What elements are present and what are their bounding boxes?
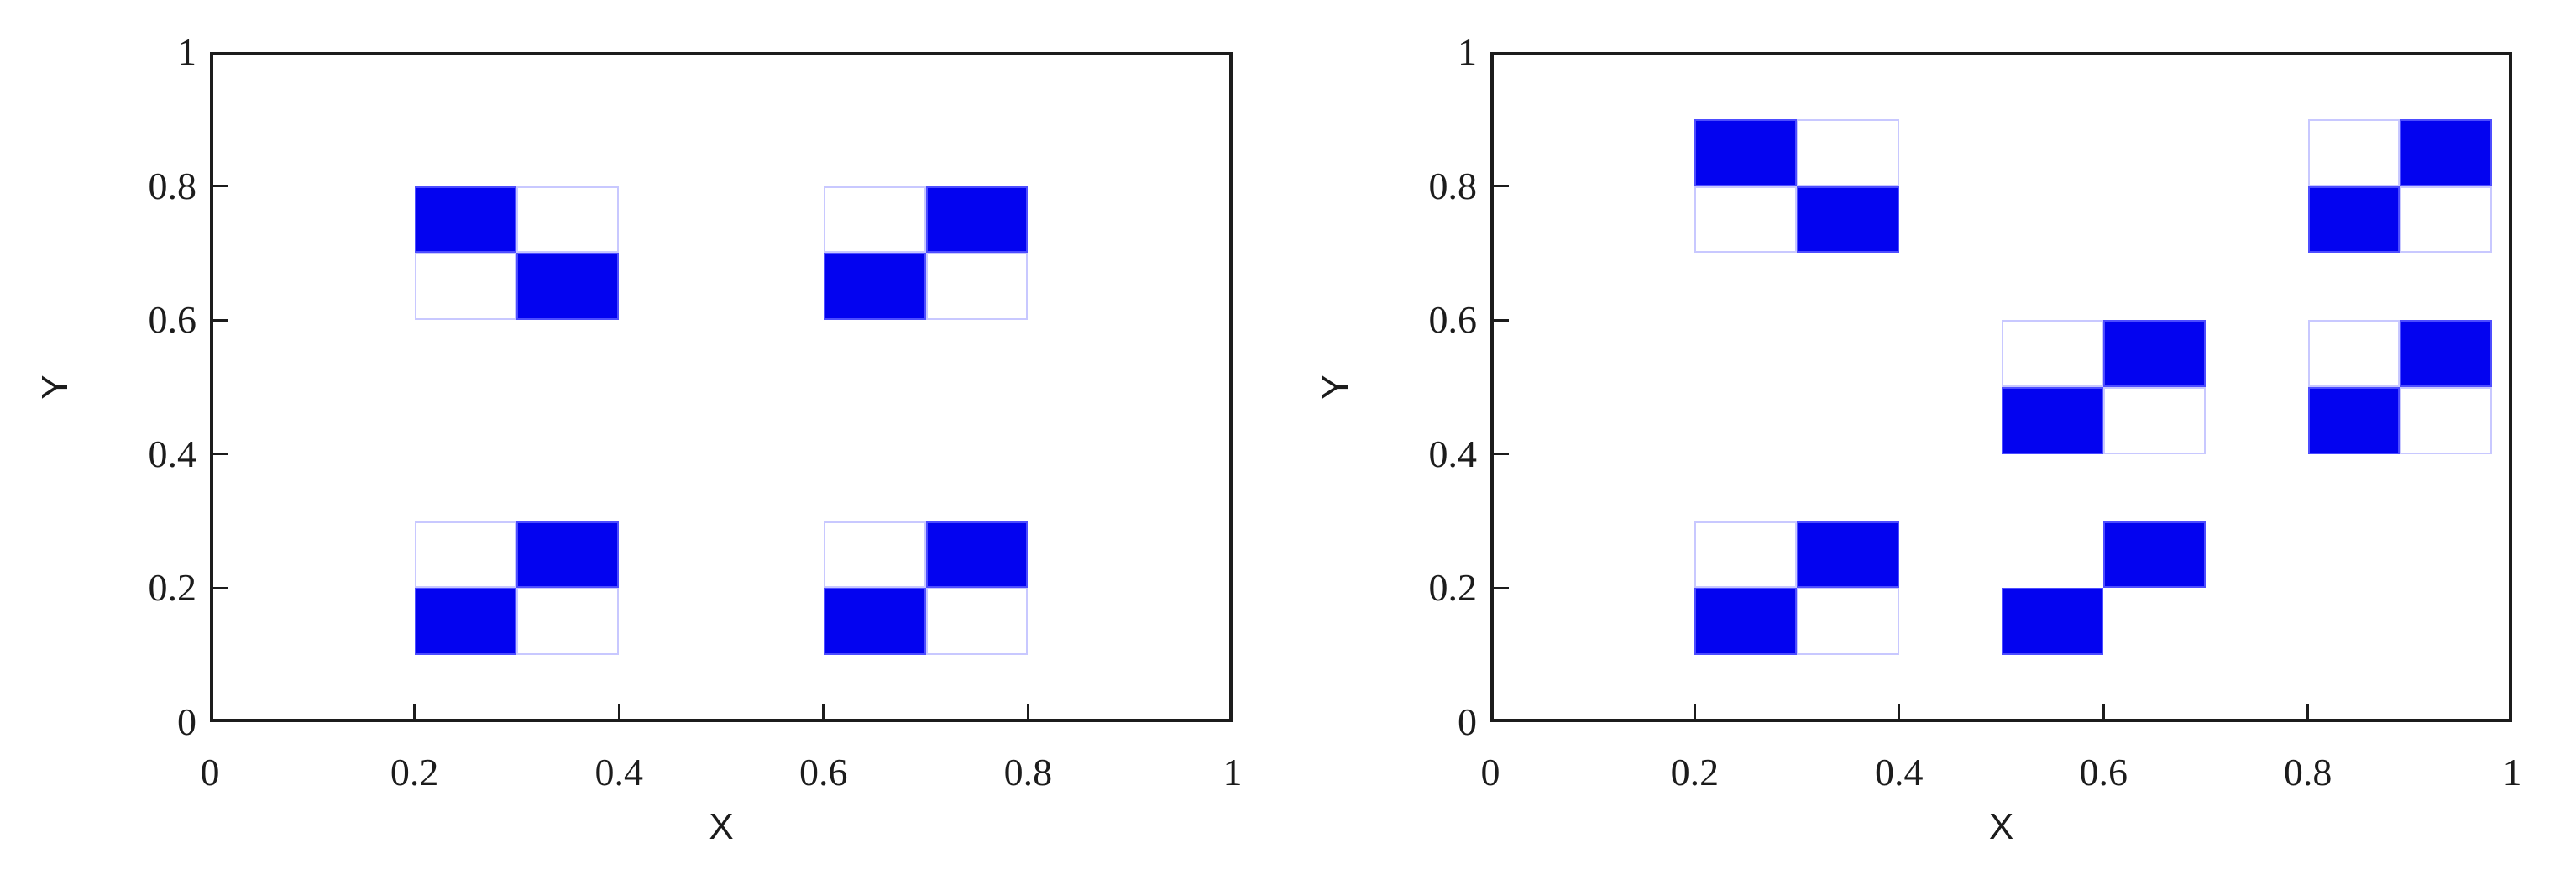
white-cell (414, 253, 517, 321)
y-tick-label: 0.2 (148, 566, 197, 610)
white-cell (516, 186, 620, 254)
y-tick (210, 586, 228, 589)
y-tick-label: 0.6 (1428, 298, 1478, 342)
y-tick-label: 0.6 (148, 298, 197, 342)
x-tick (1026, 704, 1029, 722)
y-tick (210, 453, 228, 456)
blue-cell (516, 521, 620, 589)
blue-cell (2001, 588, 2104, 656)
x-tick-label: 0 (200, 751, 220, 794)
y-tick (210, 318, 228, 322)
blue-cell (925, 521, 1029, 589)
y-tick-label: 0.2 (1428, 566, 1478, 610)
blue-cell (1694, 588, 1798, 656)
y-tick (1490, 586, 1509, 589)
blue-cell (2103, 521, 2206, 589)
blue-cell (414, 186, 517, 254)
y-tick-label: 1 (1458, 30, 1477, 73)
x-tick (1693, 704, 1696, 722)
x-tick (2102, 704, 2105, 722)
x-tick-label: 0.4 (1875, 751, 1924, 794)
x-axis-title: X (1988, 806, 2014, 847)
y-tick (1490, 318, 1509, 322)
white-cell (823, 186, 926, 254)
x-tick-label: 1 (1223, 751, 1243, 794)
white-cell (2001, 320, 2104, 387)
blue-cell (1797, 186, 1899, 254)
x-axis-title: X (709, 806, 734, 847)
y-axis-title: Y (1315, 375, 1356, 400)
x-tick (822, 704, 825, 722)
x-tick-label: 0.6 (799, 751, 848, 794)
blue-cell (1694, 118, 1798, 186)
blue-cell (2103, 320, 2206, 387)
x-tick-label: 0.2 (1670, 751, 1720, 794)
x-tick (617, 704, 620, 722)
white-cell (516, 588, 620, 656)
blue-cell (2307, 186, 2401, 254)
y-tick (1490, 453, 1509, 456)
blue-cell (516, 253, 620, 321)
y-tick-label: 1 (177, 30, 196, 73)
y-axis-title: Y (34, 375, 76, 400)
y-tick-label: 0.4 (148, 432, 197, 475)
blue-cell (2001, 387, 2104, 454)
blue-cell (2400, 118, 2492, 186)
x-tick-label: 1 (2502, 751, 2522, 794)
y-tick-label: 0.4 (1428, 432, 1478, 475)
white-cell (823, 521, 926, 589)
y-tick-label: 0 (1458, 700, 1477, 743)
blue-cell (414, 588, 517, 656)
blue-cell (925, 186, 1029, 254)
blue-cell (823, 253, 926, 321)
white-cell (1797, 588, 1899, 656)
x-tick-label: 0.8 (2283, 751, 2333, 794)
y-tick-label: 0 (177, 700, 196, 743)
y-tick-label: 0.8 (148, 164, 197, 207)
blue-cell (1797, 521, 1899, 589)
y-tick (1490, 185, 1509, 188)
white-cell (2307, 320, 2401, 387)
x-tick-label: 0.6 (2079, 751, 2128, 794)
white-cell (925, 253, 1029, 321)
white-cell (1694, 186, 1798, 254)
white-cell (2400, 387, 2492, 454)
white-cell (414, 521, 517, 589)
x-tick (413, 704, 416, 722)
blue-cell (823, 588, 926, 656)
x-tick-label: 0 (1480, 751, 1500, 794)
white-cell (2400, 186, 2492, 254)
x-tick-label: 0.4 (594, 751, 643, 794)
x-tick (1898, 704, 1901, 722)
white-cell (2103, 387, 2206, 454)
x-tick-label: 0.8 (1003, 751, 1053, 794)
y-tick (210, 185, 228, 188)
white-cell (2307, 118, 2401, 186)
blue-cell (2400, 320, 2492, 387)
white-cell (1797, 118, 1899, 186)
blue-cell (2307, 387, 2401, 454)
x-tick (2306, 704, 2310, 722)
white-cell (1694, 521, 1798, 589)
x-tick-label: 0.2 (390, 751, 439, 794)
white-cell (925, 588, 1029, 656)
y-tick-label: 0.8 (1428, 164, 1478, 207)
